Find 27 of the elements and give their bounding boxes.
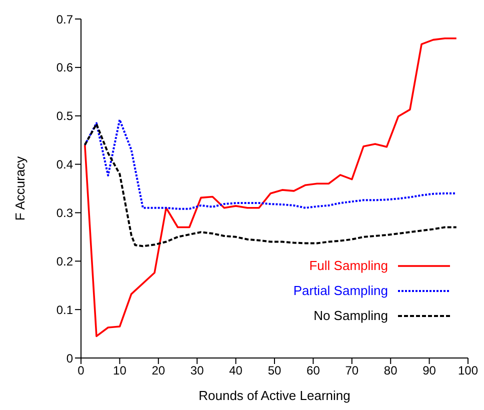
y-tick-label: 0.1	[56, 302, 74, 317]
y-tick-label: 0.3	[56, 206, 74, 220]
y-axis-title: F Accuracy	[12, 156, 28, 221]
x-tick-label: 40	[229, 364, 243, 378]
x-tick-label: 70	[345, 364, 359, 378]
x-tick-label: 10	[113, 364, 127, 378]
line-series	[84, 123, 458, 248]
y-tick-label: 0.4	[56, 158, 74, 172]
legend-label: Full Sampling	[309, 258, 388, 273]
x-tick-label: 90	[422, 364, 436, 378]
x-tick-label: 50	[268, 364, 282, 378]
y-tick-label: 0	[66, 351, 74, 366]
x-tick-label: 100	[458, 364, 478, 378]
x-tick-label: 0	[78, 364, 85, 378]
x-tick-label: 60	[306, 364, 320, 378]
legend-label: No Sampling	[314, 308, 388, 323]
y-tick-label: 0.2	[56, 254, 74, 268]
y-tick-label: 0.5	[56, 109, 74, 124]
x-tick-label: 80	[384, 364, 398, 378]
line-series	[84, 118, 458, 210]
x-tick-label: 20	[152, 364, 166, 378]
x-axis-title: Rounds of Active Learning	[198, 388, 350, 403]
x-tick-label: 30	[190, 364, 204, 378]
y-tick-label: 0.6	[56, 60, 74, 75]
line-series	[84, 37, 458, 338]
y-tick-label: 0.7	[56, 12, 74, 26]
legend-label: Partial Sampling	[293, 283, 388, 298]
